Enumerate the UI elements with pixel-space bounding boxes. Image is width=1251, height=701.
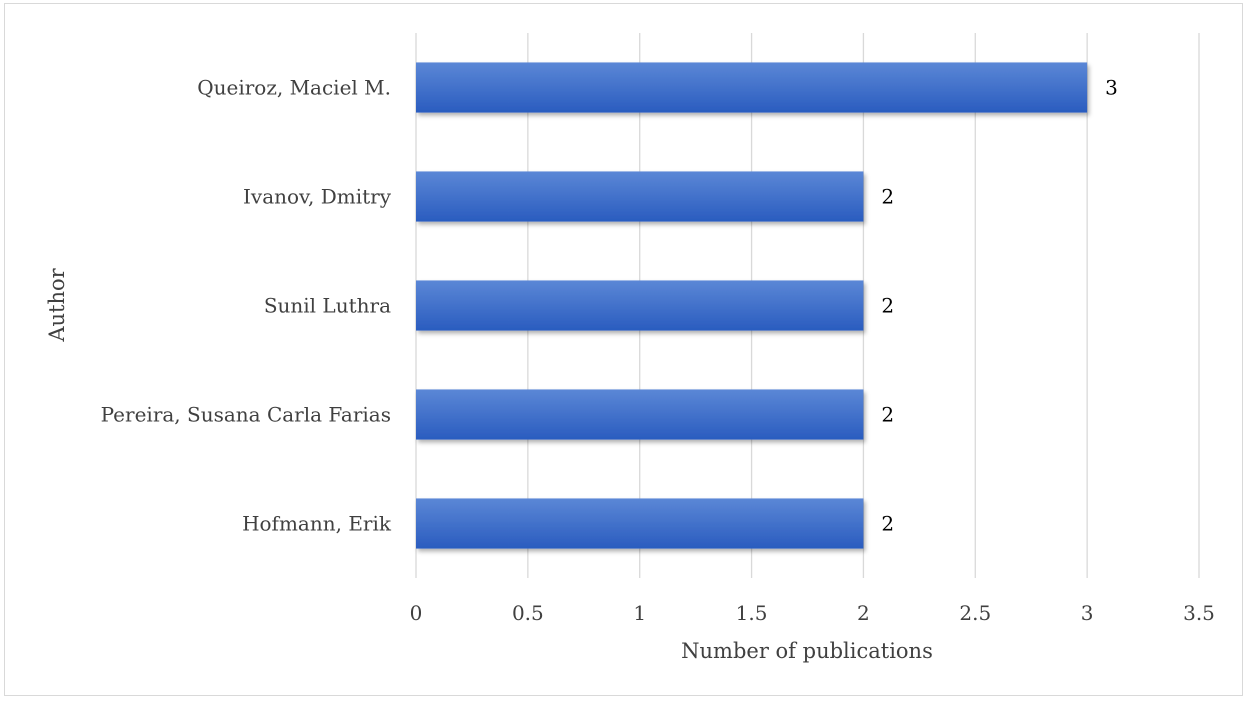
x-tick-label: 2.5: [959, 601, 991, 625]
data-label: 3: [1105, 76, 1118, 100]
x-tick-label: 3.5: [1183, 601, 1215, 625]
x-tick-label: 2: [857, 601, 870, 625]
data-label: 2: [881, 512, 894, 536]
bar: [416, 62, 1088, 113]
y-axis-title: Author: [45, 267, 69, 342]
category-label: Hofmann, Erik: [242, 512, 392, 536]
data-label: 2: [881, 294, 894, 318]
bar: [416, 389, 864, 440]
bar: [416, 498, 864, 549]
x-tick-label: 0.5: [512, 601, 544, 625]
x-tick-label: 1: [633, 601, 646, 625]
data-label: 2: [881, 403, 894, 427]
bar: [416, 171, 864, 222]
bars: [416, 62, 1088, 549]
data-label: 2: [881, 185, 894, 209]
x-tick-label: 0: [410, 601, 423, 625]
x-tick-label: 1.5: [736, 601, 768, 625]
category-label: Pereira, Susana Carla Farias: [101, 403, 391, 427]
x-axis-title: Number of publications: [681, 639, 933, 663]
x-tick-label: 3: [1081, 601, 1094, 625]
bar: [416, 280, 864, 331]
category-label: Queiroz, Maciel M.: [197, 76, 391, 100]
category-label: Sunil Luthra: [264, 294, 391, 318]
chart-frame: [4, 3, 1243, 696]
category-label: Ivanov, Dmitry: [243, 185, 392, 209]
labels: 0 0.5 1 1.5 2 2.5 3 3.5 Queiroz, Maciel M. 3 Ivano…: [101, 76, 1215, 626]
